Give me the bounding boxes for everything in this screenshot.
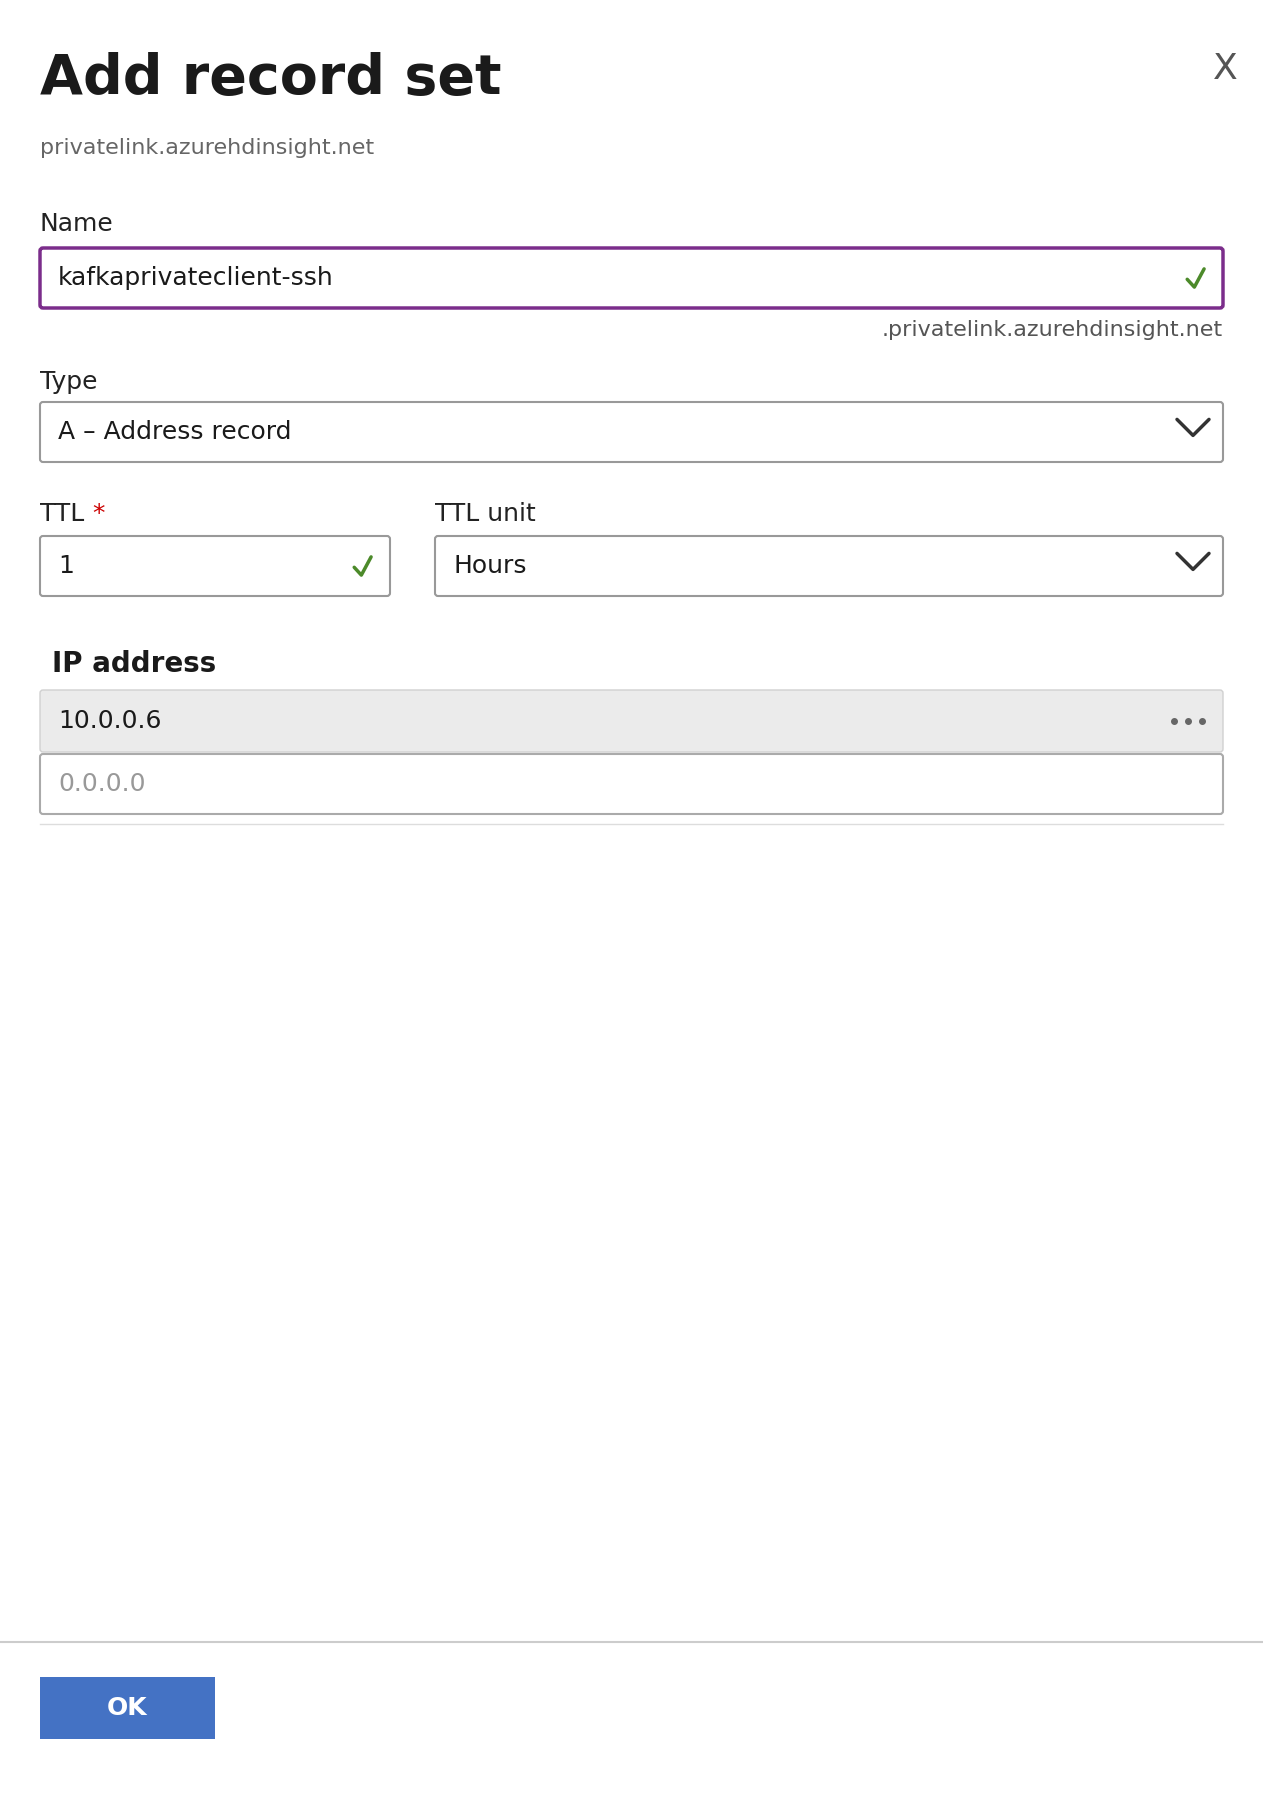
Text: TTL unit: TTL unit [434, 501, 536, 527]
FancyBboxPatch shape [40, 755, 1223, 814]
Text: Type: Type [40, 370, 97, 394]
Text: *: * [92, 501, 105, 527]
FancyBboxPatch shape [40, 248, 1223, 307]
Text: kafkaprivateclient-ssh: kafkaprivateclient-ssh [58, 266, 333, 289]
FancyBboxPatch shape [434, 536, 1223, 597]
Text: .privatelink.azurehdinsight.net: .privatelink.azurehdinsight.net [882, 320, 1223, 340]
FancyBboxPatch shape [40, 403, 1223, 462]
Text: Add record set: Add record set [40, 52, 501, 106]
Text: TTL: TTL [40, 501, 85, 527]
Text: 1: 1 [58, 553, 73, 579]
FancyBboxPatch shape [40, 536, 390, 597]
Text: 10.0.0.6: 10.0.0.6 [58, 710, 162, 733]
Text: Name: Name [40, 212, 114, 235]
FancyBboxPatch shape [40, 1677, 215, 1739]
Text: 0.0.0.0: 0.0.0.0 [58, 773, 145, 796]
FancyBboxPatch shape [40, 690, 1223, 751]
Text: OK: OK [107, 1696, 148, 1720]
Text: X: X [1212, 52, 1238, 86]
Text: A – Address record: A – Address record [58, 420, 292, 444]
Text: Hours: Hours [453, 553, 527, 579]
Text: IP address: IP address [52, 651, 216, 677]
Text: privatelink.azurehdinsight.net: privatelink.azurehdinsight.net [40, 138, 374, 158]
